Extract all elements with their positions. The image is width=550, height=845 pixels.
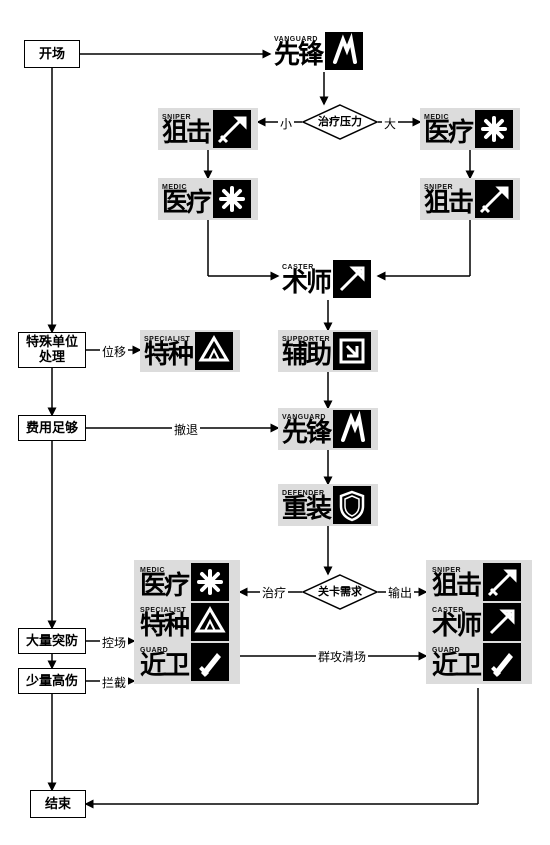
- badge-cn: 特种: [140, 612, 188, 638]
- badge-cn: 狙击: [424, 189, 472, 215]
- class-badge-supporter: SUPPORTER 辅助: [278, 330, 378, 372]
- badge-cn: 辅助: [282, 341, 330, 367]
- badge-cn: 近卫: [432, 652, 480, 678]
- edge-label-retreat: 撤退: [172, 421, 200, 438]
- edge-label-block: 拦截: [100, 674, 128, 691]
- badge-cn: 先锋: [274, 41, 322, 67]
- specialist-icon: [191, 603, 229, 641]
- box-label: 特殊单位处理: [26, 335, 78, 365]
- box-label: 大量突防: [26, 634, 78, 649]
- class-badge-sniper: SNIPER 狙击: [428, 562, 530, 602]
- class-badge-vanguard: VANGUARD 先锋: [278, 408, 378, 450]
- specialist-icon: [195, 332, 233, 370]
- class-badge-sniper: SNIPER 狙击: [158, 108, 258, 150]
- badge-cn: 先锋: [282, 419, 330, 445]
- badge-cn: 近卫: [140, 652, 188, 678]
- badge-cn: 医疗: [162, 189, 210, 215]
- stack-right: SNIPER 狙击 CASTER 术师 GUARD 近卫: [426, 560, 532, 684]
- diamond-label: 关卡需求: [318, 586, 362, 598]
- edge-label-control: 控场: [100, 634, 128, 651]
- medic-icon: [213, 180, 251, 218]
- sniper-icon: [483, 563, 521, 601]
- caster-icon: [333, 260, 371, 298]
- class-badge-medic: MEDIC 医疗: [136, 562, 238, 602]
- edge-label-heal_small: 小: [278, 115, 294, 132]
- class-badge-vanguard: VANGUARD 先锋: [270, 30, 378, 72]
- badge-cn: 特种: [144, 341, 192, 367]
- medic-icon: [191, 563, 229, 601]
- class-badge-guard: GUARD 近卫: [136, 642, 238, 682]
- box-label: 少量高伤: [26, 674, 78, 689]
- diamond-need: 关卡需求: [302, 574, 378, 610]
- box-label: 结束: [45, 797, 71, 812]
- box-special: 特殊单位处理: [18, 332, 86, 368]
- class-badge-guard: GUARD 近卫: [428, 642, 530, 682]
- defender-icon: [333, 486, 371, 524]
- badge-cn: 医疗: [140, 572, 188, 598]
- class-badge-defender: DEFENDER 重装: [278, 484, 378, 526]
- diamond-label: 治疗压力: [318, 116, 362, 128]
- box-label: 费用足够: [26, 421, 78, 436]
- sniper-icon: [475, 180, 513, 218]
- badge-cn: 狙击: [162, 119, 210, 145]
- medic-icon: [475, 110, 513, 148]
- class-badge-specialist: SPECIALIST 特种: [136, 602, 238, 642]
- edge-label-heal_big: 大: [382, 115, 398, 132]
- guard-icon: [191, 643, 229, 681]
- class-badge-caster: CASTER 术师: [278, 258, 378, 300]
- box-massbreak: 大量突防: [18, 628, 86, 654]
- class-badge-sniper: SNIPER 狙击: [420, 178, 520, 220]
- class-badge-medic: MEDIC 医疗: [420, 108, 520, 150]
- vanguard-icon: [333, 410, 371, 448]
- class-badge-specialist: SPECIALIST 特种: [140, 330, 240, 372]
- edge-label-shift: 位移: [100, 343, 128, 360]
- badge-cn: 医疗: [424, 119, 472, 145]
- vanguard-icon: [325, 32, 363, 70]
- class-badge-caster: CASTER 术师: [428, 602, 530, 642]
- box-label: 开场: [39, 47, 65, 62]
- supporter-icon: [333, 332, 371, 370]
- badge-cn: 重装: [282, 495, 330, 521]
- stack-left: MEDIC 医疗 SPECIALIST 特种 GUARD 近卫: [134, 560, 240, 684]
- edge-label-aoe: 群攻清场: [316, 648, 368, 665]
- sniper-icon: [213, 110, 251, 148]
- caster-icon: [483, 603, 521, 641]
- box-fewhigh: 少量高伤: [18, 668, 86, 694]
- box-end: 结束: [30, 790, 86, 818]
- badge-cn: 狙击: [432, 572, 480, 598]
- box-start: 开场: [24, 40, 80, 68]
- box-cost: 费用足够: [18, 415, 86, 441]
- diamond-heal: 治疗压力: [302, 104, 378, 140]
- badge-cn: 术师: [282, 269, 330, 295]
- class-badge-medic: MEDIC 医疗: [158, 178, 258, 220]
- guard-icon: [483, 643, 521, 681]
- edge-label-need_heal: 治疗: [260, 584, 288, 601]
- badge-cn: 术师: [432, 612, 480, 638]
- edge-label-need_dps: 输出: [386, 584, 414, 601]
